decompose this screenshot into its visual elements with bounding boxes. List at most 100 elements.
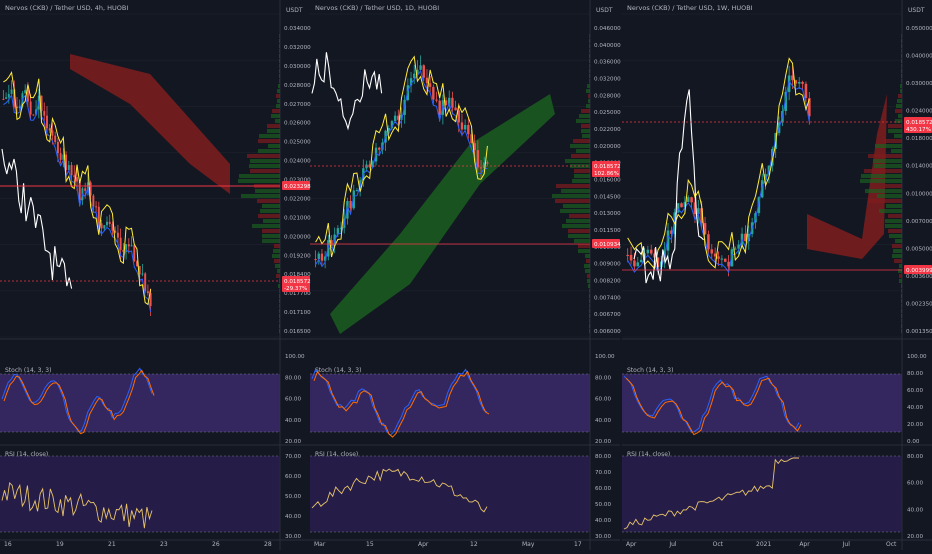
volume-profile-bar [860,179,902,183]
volume-profile-bar [589,69,590,73]
candle-body [801,81,804,84]
y-tick-label: 0.017700 [284,291,311,297]
x-tick-label: Oct [886,541,897,548]
volume-profile-bar [582,134,590,138]
y-tick-label: 0.001350 [906,329,932,335]
volume-profile-bar [565,159,590,163]
candle-body [791,75,794,81]
x-tick-label: May [522,541,535,548]
candle-body [693,202,697,215]
candle-body [760,180,764,198]
volume-profile-bar [895,119,902,123]
volume-profile-bar [585,254,590,258]
candle-body [703,223,707,235]
x-tick-label: 21 [108,541,116,548]
candle-body [84,188,87,191]
volume-profile-bar [885,224,902,228]
x-tick-label: Apr [418,541,429,548]
candle-body [473,143,476,151]
volume-profile-bar [898,269,902,273]
price-label-value: 0.003999 [906,268,932,274]
volume-profile-bar [888,214,902,218]
volume-profile-bar [892,244,902,248]
candle-body [40,95,43,112]
volume-profile-bar [589,64,590,68]
volume-profile-bar [238,179,280,183]
stoch-tick-label: 80.00 [595,375,611,381]
volume-profile-bar [868,154,902,158]
y-tick-label: 0.046000 [594,26,621,32]
x-tick-label: Apr [626,541,637,548]
stoch-tick-label: 40.00 [595,418,611,424]
volume-profile-bar [262,204,280,208]
volume-profile-bar [885,219,902,223]
candle-body [723,258,727,262]
volume-profile-bar [586,259,590,263]
volume-profile-bar [252,224,280,228]
volume-profile-bar [901,54,902,58]
stoch-tick-label: 60.00 [285,397,301,403]
volume-profile-bar [888,124,902,128]
chart-panel-1: Nervos (CKB) / Tether USD, 4h, HUOBI USDT… [0,0,311,550]
volume-profile-bar [889,234,902,238]
y-tick-label: 0.006700 [594,312,621,318]
rsi-line [311,468,488,513]
volume-profile-bar [898,94,902,98]
rsi-band [622,456,902,532]
candle-body [764,174,767,181]
candle-body [24,89,27,94]
volume-profile-bar [552,194,590,198]
volume-profile-bar [894,134,902,138]
volume-profile-bar [276,274,280,278]
candle-body [70,165,73,176]
lagging-span-line [633,89,704,284]
stoch-tick-label: 60.00 [907,388,923,394]
candle-body [710,249,714,254]
volume-profile-bar [279,64,280,68]
volume-profile-bar [279,279,280,283]
y-tick-label: 0.034000 [284,26,311,32]
volume-profile-bar [885,184,902,188]
candle-body [122,249,125,252]
y-tick-label: 0.025000 [594,110,621,116]
volume-profile-bar [588,284,590,288]
candle-body [784,91,788,112]
volume-profile-bar [589,304,590,308]
stoch-tick-label: 60.00 [595,397,611,403]
volume-profile-bar [263,219,280,223]
volume-profile-bar [249,164,280,168]
y-tick-label: 0.016500 [284,329,311,335]
candle-body [713,253,717,257]
volume-profile-bar [572,179,590,183]
volume-profile-bar [888,129,902,133]
candle-body [656,257,660,268]
volume-profile-bar [585,269,590,273]
y-tick-label: 0.025000 [284,140,311,146]
candle-body [32,114,35,116]
volume-profile-bar [560,209,590,213]
volume-profile-bar [896,104,902,108]
volume-profile-bar [277,99,280,103]
y-tick-label: 0.011500 [594,228,621,234]
y-tick-label: 0.016000 [594,178,621,184]
volume-profile-bar [589,49,590,53]
x-tick-label: 19 [56,541,64,548]
volume-profile-bar [258,149,280,153]
volume-profile-bar [272,254,280,258]
volume-profile-bar [589,314,590,318]
volume-profile-bar [901,314,902,318]
price-label-value: 0.023298 [284,184,311,190]
candle-body [116,232,119,238]
volume-profile-bar [587,274,590,278]
volume-profile-bar [276,94,280,98]
candle-body [43,111,46,116]
candle-body [451,97,454,108]
volume-profile-bar [589,54,590,58]
rsi-title: RSI (14, close) [5,451,48,458]
stoch-k-line [1,367,153,433]
y-tick-label: 0.022000 [594,127,621,133]
y-tick-label: 0.018000 [906,136,932,142]
volume-profile-bar [901,49,902,53]
volume-profile-bar [279,314,280,318]
